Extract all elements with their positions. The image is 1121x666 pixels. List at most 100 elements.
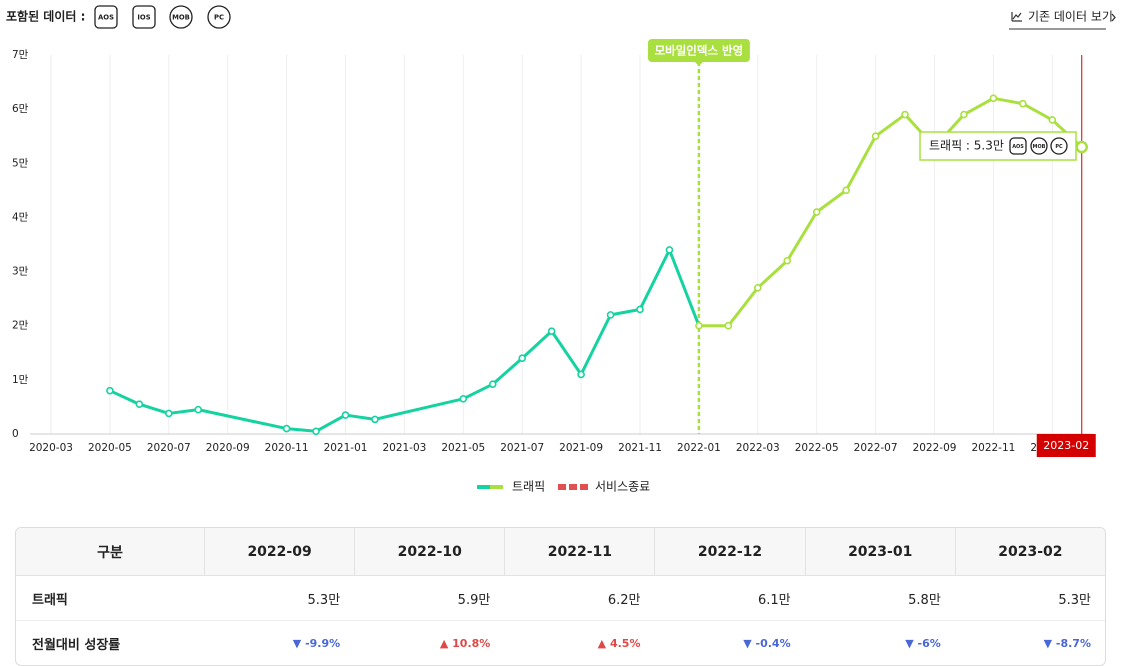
y-tick-label: 6만	[12, 103, 29, 115]
table-cell: ▲ 4.5%	[597, 636, 641, 650]
annotation-pointer	[694, 62, 703, 66]
x-tick-label: 2022-05	[795, 442, 839, 454]
data-point	[371, 415, 379, 424]
icon-frame	[207, 5, 231, 29]
data-point	[695, 321, 703, 330]
data-point	[577, 370, 585, 379]
annotation-box	[647, 39, 750, 62]
column-header: 구분	[16, 528, 204, 576]
table-cell: ▼ -0.4%	[743, 636, 791, 650]
data-point	[312, 427, 320, 436]
data-point	[488, 380, 497, 388]
data-point	[106, 386, 114, 395]
table-cell: ▲ 10.8%	[439, 636, 491, 650]
data-point	[753, 284, 762, 292]
x-tick-label: 2020-03	[29, 442, 73, 454]
table-cell: ▼ -9.9%	[292, 636, 341, 650]
x-tick-label: 2022-01	[677, 442, 721, 454]
data-point	[783, 256, 792, 265]
icon-label: MOB	[1033, 144, 1046, 150]
column-header: 2023-02	[954, 528, 1105, 576]
legend-swatch	[558, 484, 566, 490]
data-point	[547, 327, 556, 335]
x-tick-label: 2022-11	[971, 442, 1015, 454]
y-tick-label: 1만	[12, 374, 29, 386]
data-point	[518, 354, 527, 363]
table-row: 트래픽 5.3만 5.9만 6.2만 6.1만 5.8만 5.3만	[16, 576, 1105, 621]
data-point	[724, 321, 733, 330]
icon-frame	[1030, 137, 1048, 155]
x-tick-label: 2022-09	[913, 442, 957, 454]
table-cell: 6.2만	[504, 576, 655, 621]
table-cell: 전월대비 성장률	[32, 637, 121, 653]
x-tick-label: 2020-09	[206, 442, 250, 454]
tooltip-text: 트래픽 : 5.3만	[929, 139, 1004, 153]
y-tick-label: 2만	[12, 320, 29, 332]
end-marker-box	[1036, 434, 1096, 457]
table-cell: 5.8만	[804, 576, 955, 621]
series-line	[698, 96, 1083, 328]
x-tick-label: 2020-11	[265, 442, 309, 454]
data-point	[282, 424, 291, 433]
table-row: 전월대비 성장률 ▼ -9.9% ▲ 10.8% ▲ 4.5% ▼ -0.4% ▼ -6%…	[16, 621, 1105, 665]
data-link[interactable]: 기존 데이터 보기	[1009, 10, 1116, 30]
data-point	[194, 405, 203, 414]
data-point	[165, 409, 173, 418]
link-text[interactable]: 기존 데이터 보기	[1028, 10, 1113, 24]
x-tick-label: 2022-07	[854, 442, 898, 454]
y-tick-label: 0	[12, 428, 19, 440]
x-tick-label: 2020-05	[88, 442, 132, 454]
icon-frame	[132, 5, 156, 29]
data-point	[1075, 140, 1088, 154]
table-cell: 5.3만	[954, 576, 1105, 621]
icon-frame	[169, 5, 193, 29]
annotation-label: 모바일인덱스 반영	[655, 44, 744, 58]
tooltip-box	[919, 131, 1077, 161]
data-point	[989, 94, 998, 103]
x-tick-label: 2021-03	[382, 442, 426, 454]
table-cell: 5.3만	[204, 576, 355, 621]
data-point	[842, 186, 850, 195]
table-cell: ▼ -6%	[905, 636, 941, 650]
table-cell: 5.9만	[354, 576, 505, 621]
legend-swatch	[580, 484, 588, 490]
data-point	[341, 411, 350, 419]
x-tick-label: 2022-03	[736, 442, 780, 454]
table-cell: 6.1만	[654, 576, 805, 621]
data-table: 구분 2022-09 2022-10 2022-11 2022-12 2023-01 202…	[15, 527, 1106, 666]
data-point	[901, 110, 909, 119]
icon-label: PC	[214, 14, 224, 22]
icon-frame	[1050, 137, 1068, 155]
icon-label: AOS	[98, 14, 114, 22]
data-point	[135, 400, 144, 409]
table-cell: 트래픽	[16, 576, 204, 621]
y-tick-label: 4만	[12, 211, 29, 223]
x-tick-label: 2021-07	[500, 442, 544, 454]
table-cell: ▼ -8.7%	[1043, 636, 1091, 650]
icon-label: MOB	[172, 14, 190, 22]
column-header: 2023-01	[804, 528, 955, 576]
table-body: 트래픽 5.3만 5.9만 6.2만 6.1만 5.8만 5.3만 전월대비 성장률 ▼ -9.…	[16, 576, 1105, 665]
table-header: 구분 2022-09 2022-10 2022-11 2022-12 2023-01 202…	[16, 528, 1105, 576]
legend-swatch	[569, 484, 577, 490]
data-point	[871, 132, 880, 141]
y-tick-label: 5만	[12, 157, 29, 169]
included-data-label: 포함된 데이터 :	[6, 9, 85, 24]
icon-label: AOS	[1012, 144, 1024, 150]
data-point	[606, 311, 615, 319]
data-point	[636, 305, 644, 314]
icon-frame	[1009, 137, 1027, 155]
data-point	[812, 208, 821, 216]
column-header: 2022-12	[654, 528, 805, 576]
column-header: 2022-09	[204, 528, 355, 576]
icon-frame	[94, 5, 118, 29]
chart: 포함된 데이터 : 기존 데이터 보기 AOS IOS MOB PC 2020-03 20…	[6, 5, 1116, 494]
data-point	[665, 246, 674, 254]
icon-label: IOS	[137, 14, 150, 22]
data-point	[459, 395, 468, 403]
data-point	[960, 110, 968, 119]
data-point	[1019, 99, 1027, 108]
column-header: 2022-10	[354, 528, 505, 576]
legend-label: 트래픽	[512, 480, 545, 494]
